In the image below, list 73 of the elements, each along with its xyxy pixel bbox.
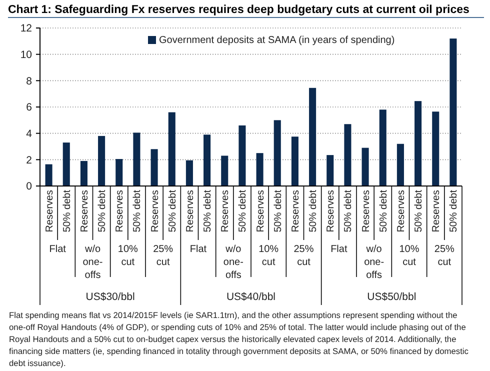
x-tick-label: Reserves — [396, 190, 407, 232]
text: Flat — [190, 244, 207, 255]
bar — [45, 164, 52, 186]
text: w/o one-offs — [223, 244, 244, 281]
x-tick-label: Reserves — [431, 190, 442, 232]
bar — [309, 88, 316, 186]
text: 25% cut — [294, 244, 314, 268]
x-tick-label: Reserves — [255, 190, 266, 232]
x-tick-label: 50% debt — [308, 190, 320, 232]
text: US$40/bbl — [226, 291, 276, 303]
bar — [344, 124, 352, 186]
bar — [80, 160, 88, 186]
x-tick-label: Reserves — [360, 190, 372, 232]
x-tick-label: 50% debt — [272, 190, 284, 232]
bar — [150, 149, 158, 186]
x-tick-label: 50% debt — [167, 190, 178, 232]
bar — [116, 159, 123, 186]
x-tick-label: Reserves — [44, 190, 56, 232]
text: Flat — [330, 244, 348, 255]
bar — [133, 132, 140, 186]
x-tick-label: 50% debt — [448, 190, 460, 232]
bar — [396, 144, 404, 186]
bar — [238, 125, 246, 186]
text: w/o one-offs — [82, 244, 103, 281]
legend-label: Government deposits at SAMA (in years of spending) — [159, 35, 395, 46]
x-tick-label: Reserves — [150, 190, 161, 232]
bar — [291, 136, 298, 186]
y-tick-label: 10 — [20, 49, 32, 62]
bar — [379, 110, 386, 186]
bar — [62, 142, 70, 186]
bar — [274, 120, 281, 186]
x-tick-label: 50% debt — [97, 190, 108, 232]
x-tick-label: 50% debt — [132, 190, 144, 232]
text: 25% cut — [153, 244, 174, 268]
x-tick-label: Reserves — [290, 190, 302, 232]
y-tick-label: 0 — [26, 180, 32, 193]
x-tick-label: 50% debt — [414, 190, 425, 232]
chart-title: Chart 1: Safeguarding Fx reserves requires deep budgetary cuts at current oil prices — [8, 4, 470, 16]
text: Flat — [49, 244, 66, 255]
text: 10% cut — [118, 244, 138, 268]
text: w/o one-offs — [364, 244, 384, 281]
y-tick-label: 8 — [26, 75, 32, 88]
y-tick-label: 6 — [26, 102, 32, 114]
bar — [362, 148, 369, 186]
x-tick-label: Reserves — [220, 190, 232, 232]
text: 10% cut — [258, 244, 279, 268]
x-tick-label: Reserves — [184, 190, 196, 232]
x-tick-label: 50% debt — [378, 190, 390, 232]
bar — [326, 155, 334, 186]
x-tick-label: 50% debt — [62, 190, 73, 232]
bar — [432, 112, 440, 186]
x-tick-label: Reserves — [326, 190, 337, 232]
y-tick-label: 2 — [26, 154, 32, 166]
bar — [221, 156, 228, 186]
bar — [450, 38, 457, 186]
x-tick-label: Reserves — [79, 190, 90, 232]
text: Flat spending means flat vs 2014/2015F levels (ie SAR1.1trn), and the other assumptions represent spending without the one-off Royal Handouts (4% of GDP), or spending cuts of 10% and 25% of total. The latter would include phasing out of the Royal Handouts and a 50% cut to on-budget capex versus the historically elevated capex levels of 2014. Additionally, the financing side matters (ie, spending financed in totality through government deposits at SAMA, or 50% financed by domestic debt issuance). — [9, 310, 468, 368]
bar — [186, 160, 193, 186]
bar — [168, 112, 176, 186]
bar — [98, 136, 106, 186]
x-tick-label: Reserves — [114, 190, 126, 232]
x-tick-label: 50% debt — [238, 190, 249, 232]
x-tick-label: 50% debt — [202, 190, 214, 232]
text: US$30/bbl — [86, 291, 135, 303]
bar — [204, 134, 211, 186]
text: US$50/bbl — [367, 291, 416, 303]
x-tick-label: 50% debt — [343, 190, 354, 232]
text: 25% cut — [434, 244, 455, 268]
bar — [256, 153, 264, 186]
y-tick-label: 4 — [26, 128, 32, 140]
bar — [414, 101, 422, 186]
y-tick-label: 12 — [20, 22, 32, 35]
text: 10% cut — [399, 244, 420, 268]
